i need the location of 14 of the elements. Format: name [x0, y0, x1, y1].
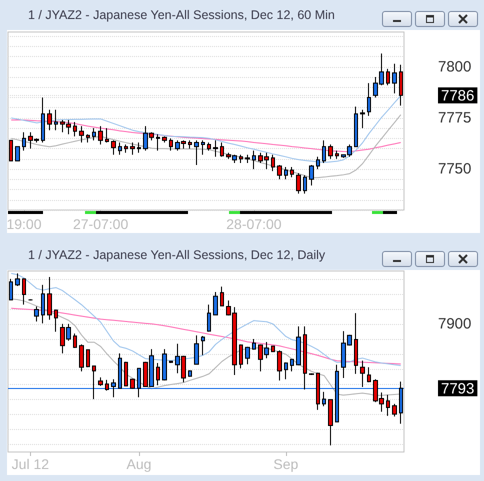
x-tick-label: 19:00 [6, 216, 42, 232]
x-tick-label: Sep [273, 456, 298, 472]
x-tick-label: 28-07:00 [226, 216, 282, 232]
y-tick-label: 7800 [438, 58, 472, 76]
x-tick-label: Aug [126, 456, 152, 472]
y-tick-label: 7793 [441, 380, 474, 398]
chart-title: 1 / JYAZ2 - Japanese Yen-All Sessions, Dec 12, 60 Min [28, 8, 335, 22]
y-tick-label: 7900 [438, 315, 472, 332]
y-tick-label: 7750 [438, 160, 472, 178]
x-tick-label: Jul 12 [12, 456, 50, 472]
x-tick-label: 27-07:00 [72, 216, 128, 232]
chart-title: 1 / JYAZ2 - Japanese Yen-All Sessions, Dec 12, Daily [28, 248, 326, 262]
y-tick-label: 7775 [438, 109, 472, 126]
y-tick-label: 7786 [441, 87, 474, 104]
